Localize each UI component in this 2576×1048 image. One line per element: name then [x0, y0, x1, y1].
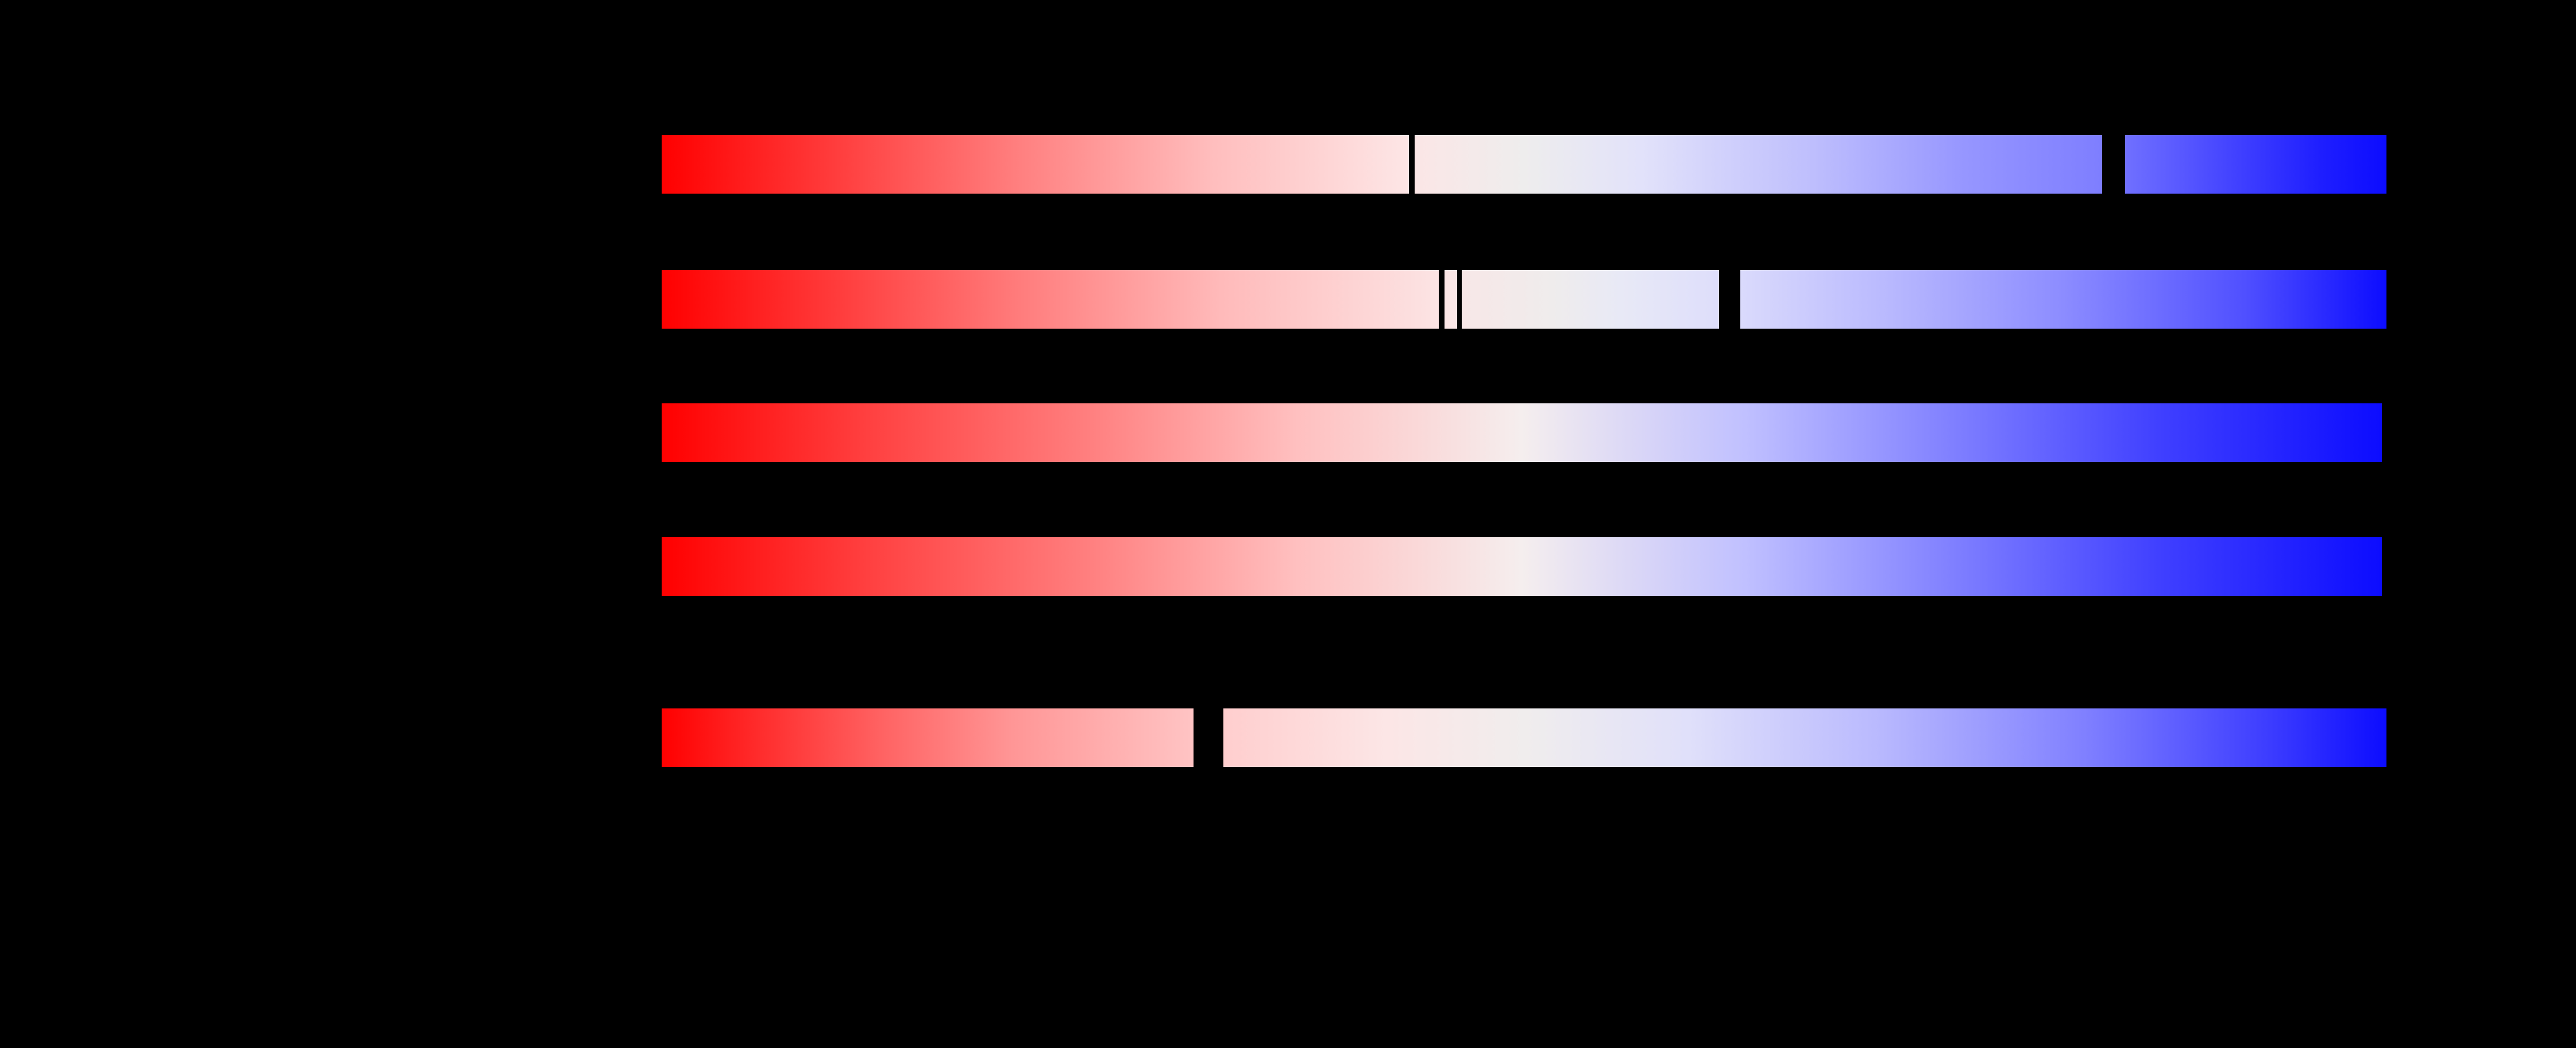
colorbar-row-3: [662, 403, 2382, 462]
colorbar-row-2: [662, 270, 2386, 329]
colorbar-segment: [662, 708, 1194, 767]
colorbar-segment: [662, 537, 2382, 596]
colorbar-row-4: [662, 537, 2382, 596]
colorbar-segment: [662, 403, 2382, 462]
colorbar-segment: [2125, 135, 2386, 194]
colorbar-segment: [1462, 270, 1719, 329]
colorbar-segment: [1445, 270, 1457, 329]
colorbar-segment: [1415, 135, 2102, 194]
colorbar-row-5: [662, 708, 2386, 767]
colorbar-row-1: [662, 135, 2386, 194]
colorbar-segment: [1223, 708, 2386, 767]
colorbar-segment: [662, 135, 1409, 194]
colorbar-segment: [662, 270, 1439, 329]
axis-label-region: [0, 0, 662, 1048]
colorbar-segment: [1740, 270, 2386, 329]
